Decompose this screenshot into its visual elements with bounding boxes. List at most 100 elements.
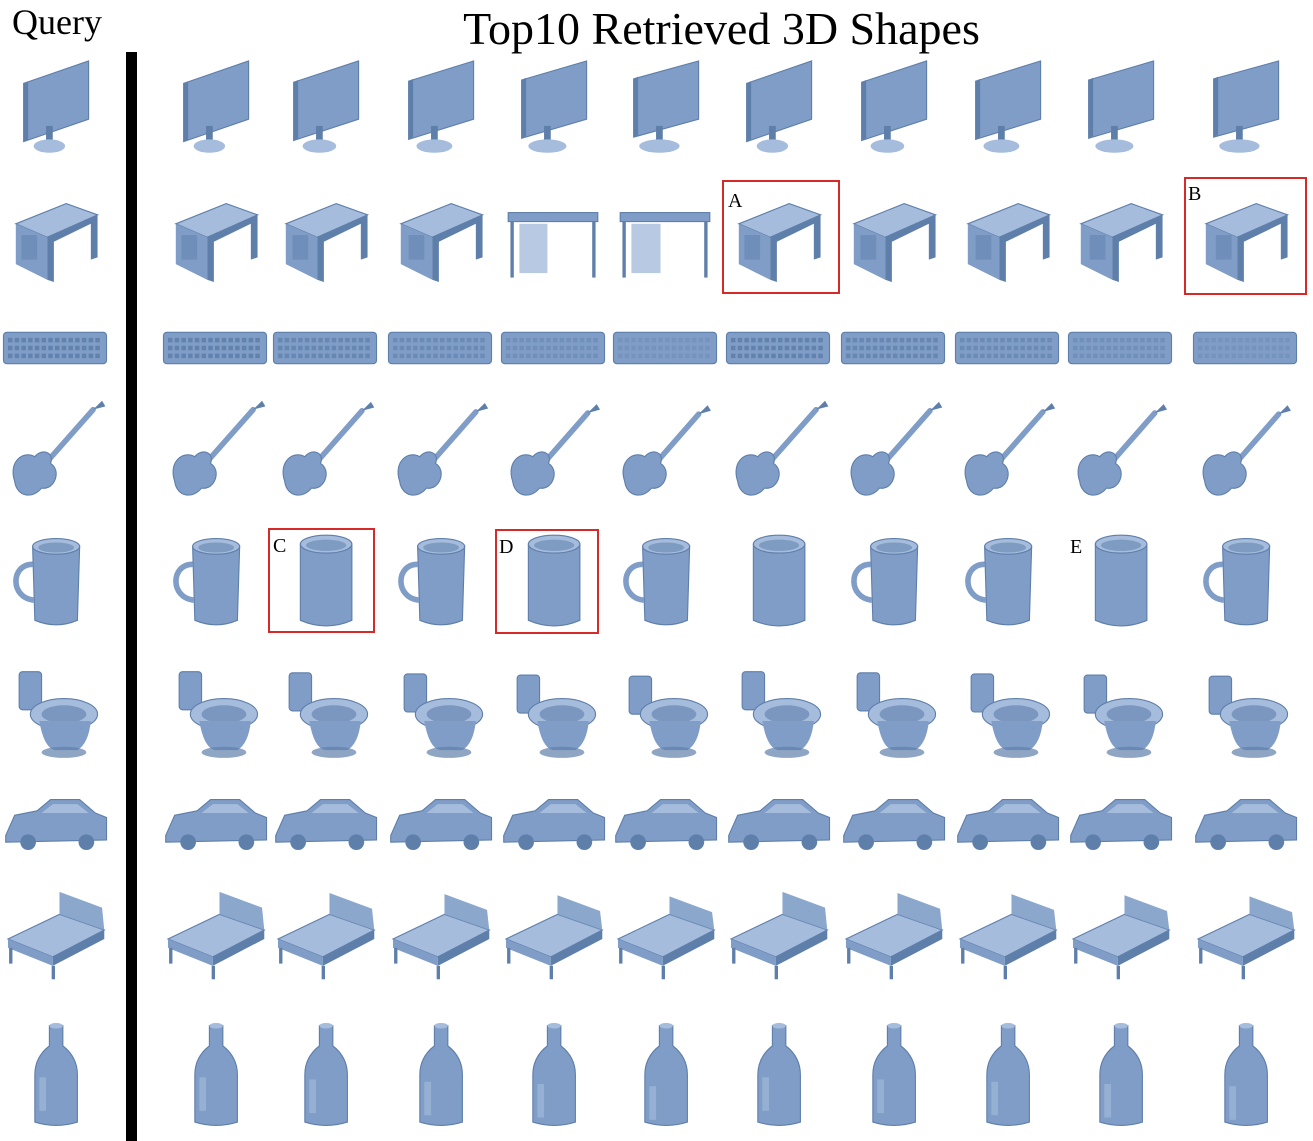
retrieved-shape-cup-3 — [384, 521, 496, 639]
retrieved-shape-keyboard-7 — [837, 289, 949, 407]
retrieved-shape-cup-9 — [1064, 521, 1176, 639]
highlight-box-c — [268, 528, 375, 633]
query-shape-toilet — [0, 653, 111, 771]
retrieved-shape-toilet-2 — [269, 653, 381, 771]
retrieved-shape-monitor-9 — [1064, 49, 1176, 167]
retrieved-shape-bottle-10 — [1189, 1016, 1301, 1134]
retrieved-shape-keyboard-4 — [497, 289, 609, 407]
retrieved-shape-bottle-6 — [722, 1016, 834, 1134]
retrieved-shape-car-4 — [497, 763, 609, 881]
retrieved-shape-toilet-6 — [722, 653, 834, 771]
retrieved-shape-desk-5 — [609, 176, 721, 294]
retrieved-shape-bed-1 — [159, 871, 271, 989]
retrieved-shape-guitar-2 — [269, 391, 381, 509]
retrieved-shape-cup-5 — [609, 521, 721, 639]
retrieved-shape-bed-5 — [609, 871, 721, 989]
retrieved-shape-car-9 — [1064, 763, 1176, 881]
retrieved-shape-keyboard-8 — [951, 289, 1063, 407]
retrieved-shape-desk-7 — [837, 176, 949, 294]
query-shape-guitar — [0, 391, 111, 509]
highlight-box-a — [722, 180, 840, 294]
retrieved-shape-bottle-3 — [384, 1016, 496, 1134]
query-shape-bed — [0, 871, 111, 989]
retrieved-shape-guitar-6 — [722, 391, 834, 509]
retrieved-shape-bed-8 — [951, 871, 1063, 989]
retrieved-shape-guitar-1 — [159, 391, 271, 509]
retrieved-shape-desk-10 — [1189, 176, 1301, 294]
retrieved-shape-bottle-7 — [837, 1016, 949, 1134]
highlight-label-b: B — [1188, 183, 1202, 205]
retrieved-shape-guitar-3 — [384, 391, 496, 509]
retrieved-shape-car-6 — [722, 763, 834, 881]
retrieved-shape-cup-10 — [1189, 521, 1301, 639]
retrieved-shape-desk-2 — [269, 176, 381, 294]
retrieved-shape-toilet-5 — [609, 653, 721, 771]
retrieved-shape-car-8 — [951, 763, 1063, 881]
retrieved-shape-car-3 — [384, 763, 496, 881]
query-shape-keyboard — [0, 289, 111, 407]
retrieved-shape-toilet-9 — [1064, 653, 1176, 771]
highlight-label-d: D — [499, 536, 514, 558]
retrieved-shape-bottle-2 — [269, 1016, 381, 1134]
retrieved-shape-toilet-7 — [837, 653, 949, 771]
retrieved-shape-bed-6 — [722, 871, 834, 989]
query-column-header: Query — [12, 2, 102, 42]
retrieved-shape-cup-4 — [497, 521, 609, 639]
highlight-box-b — [1184, 177, 1307, 295]
retrieved-shape-desk-1 — [159, 176, 271, 294]
highlight-label-c: C — [273, 535, 287, 557]
retrieved-shape-car-1 — [159, 763, 271, 881]
column-divider — [126, 52, 137, 1141]
retrieved-shape-car-2 — [269, 763, 381, 881]
query-shape-monitor — [0, 49, 111, 167]
retrieved-shape-desk-8 — [951, 176, 1063, 294]
retrieved-shape-monitor-6 — [722, 49, 834, 167]
retrieved-shape-keyboard-2 — [269, 289, 381, 407]
retrieved-shape-bed-3 — [384, 871, 496, 989]
retrieved-shape-toilet-4 — [497, 653, 609, 771]
retrieved-shape-monitor-3 — [384, 49, 496, 167]
query-shape-car — [0, 763, 111, 881]
retrieved-shape-car-5 — [609, 763, 721, 881]
retrieved-shape-cup-6 — [722, 521, 834, 639]
retrieved-shape-bottle-8 — [951, 1016, 1063, 1134]
retrieved-shape-desk-3 — [384, 176, 496, 294]
retrieved-shape-bottle-5 — [609, 1016, 721, 1134]
retrieved-shape-bottle-4 — [497, 1016, 609, 1134]
retrieved-shape-guitar-8 — [951, 391, 1063, 509]
query-shape-cup — [0, 521, 111, 639]
retrieved-shape-monitor-7 — [837, 49, 949, 167]
retrieved-shape-keyboard-1 — [159, 289, 271, 407]
retrieved-shape-monitor-8 — [951, 49, 1063, 167]
query-shape-desk — [0, 176, 111, 294]
retrieved-shape-guitar-4 — [497, 391, 609, 509]
retrieved-shape-car-10 — [1189, 763, 1301, 881]
retrieved-shape-keyboard-5 — [609, 289, 721, 407]
retrieved-shape-cup-7 — [837, 521, 949, 639]
retrieved-shape-cup-8 — [951, 521, 1063, 639]
retrieved-shape-toilet-1 — [159, 653, 271, 771]
retrieved-shape-cup-1 — [159, 521, 271, 639]
query-shape-bottle — [0, 1016, 111, 1134]
retrieved-shape-keyboard-9 — [1064, 289, 1176, 407]
retrieved-shape-keyboard-6 — [722, 289, 834, 407]
retrieved-shapes-title: Top10 Retrieved 3D Shapes — [463, 3, 980, 54]
retrieved-shape-bed-7 — [837, 871, 949, 989]
retrieved-shape-bed-10 — [1189, 871, 1301, 989]
retrieved-shape-keyboard-3 — [384, 289, 496, 407]
retrieved-shape-guitar-7 — [837, 391, 949, 509]
retrieved-shape-toilet-8 — [951, 653, 1063, 771]
retrieved-shape-bed-2 — [269, 871, 381, 989]
retrieved-shape-bed-4 — [497, 871, 609, 989]
retrieved-shape-bottle-1 — [159, 1016, 271, 1134]
retrieved-shape-monitor-5 — [609, 49, 721, 167]
retrieved-shape-monitor-1 — [159, 49, 271, 167]
retrieved-shape-bed-9 — [1064, 871, 1176, 989]
retrieved-shape-desk-4 — [497, 176, 609, 294]
retrieved-shape-desk-6 — [722, 176, 834, 294]
retrieved-shape-monitor-2 — [269, 49, 381, 167]
retrieved-shape-toilet-3 — [384, 653, 496, 771]
retrieved-shape-desk-9 — [1064, 176, 1176, 294]
retrieved-shape-guitar-5 — [609, 391, 721, 509]
